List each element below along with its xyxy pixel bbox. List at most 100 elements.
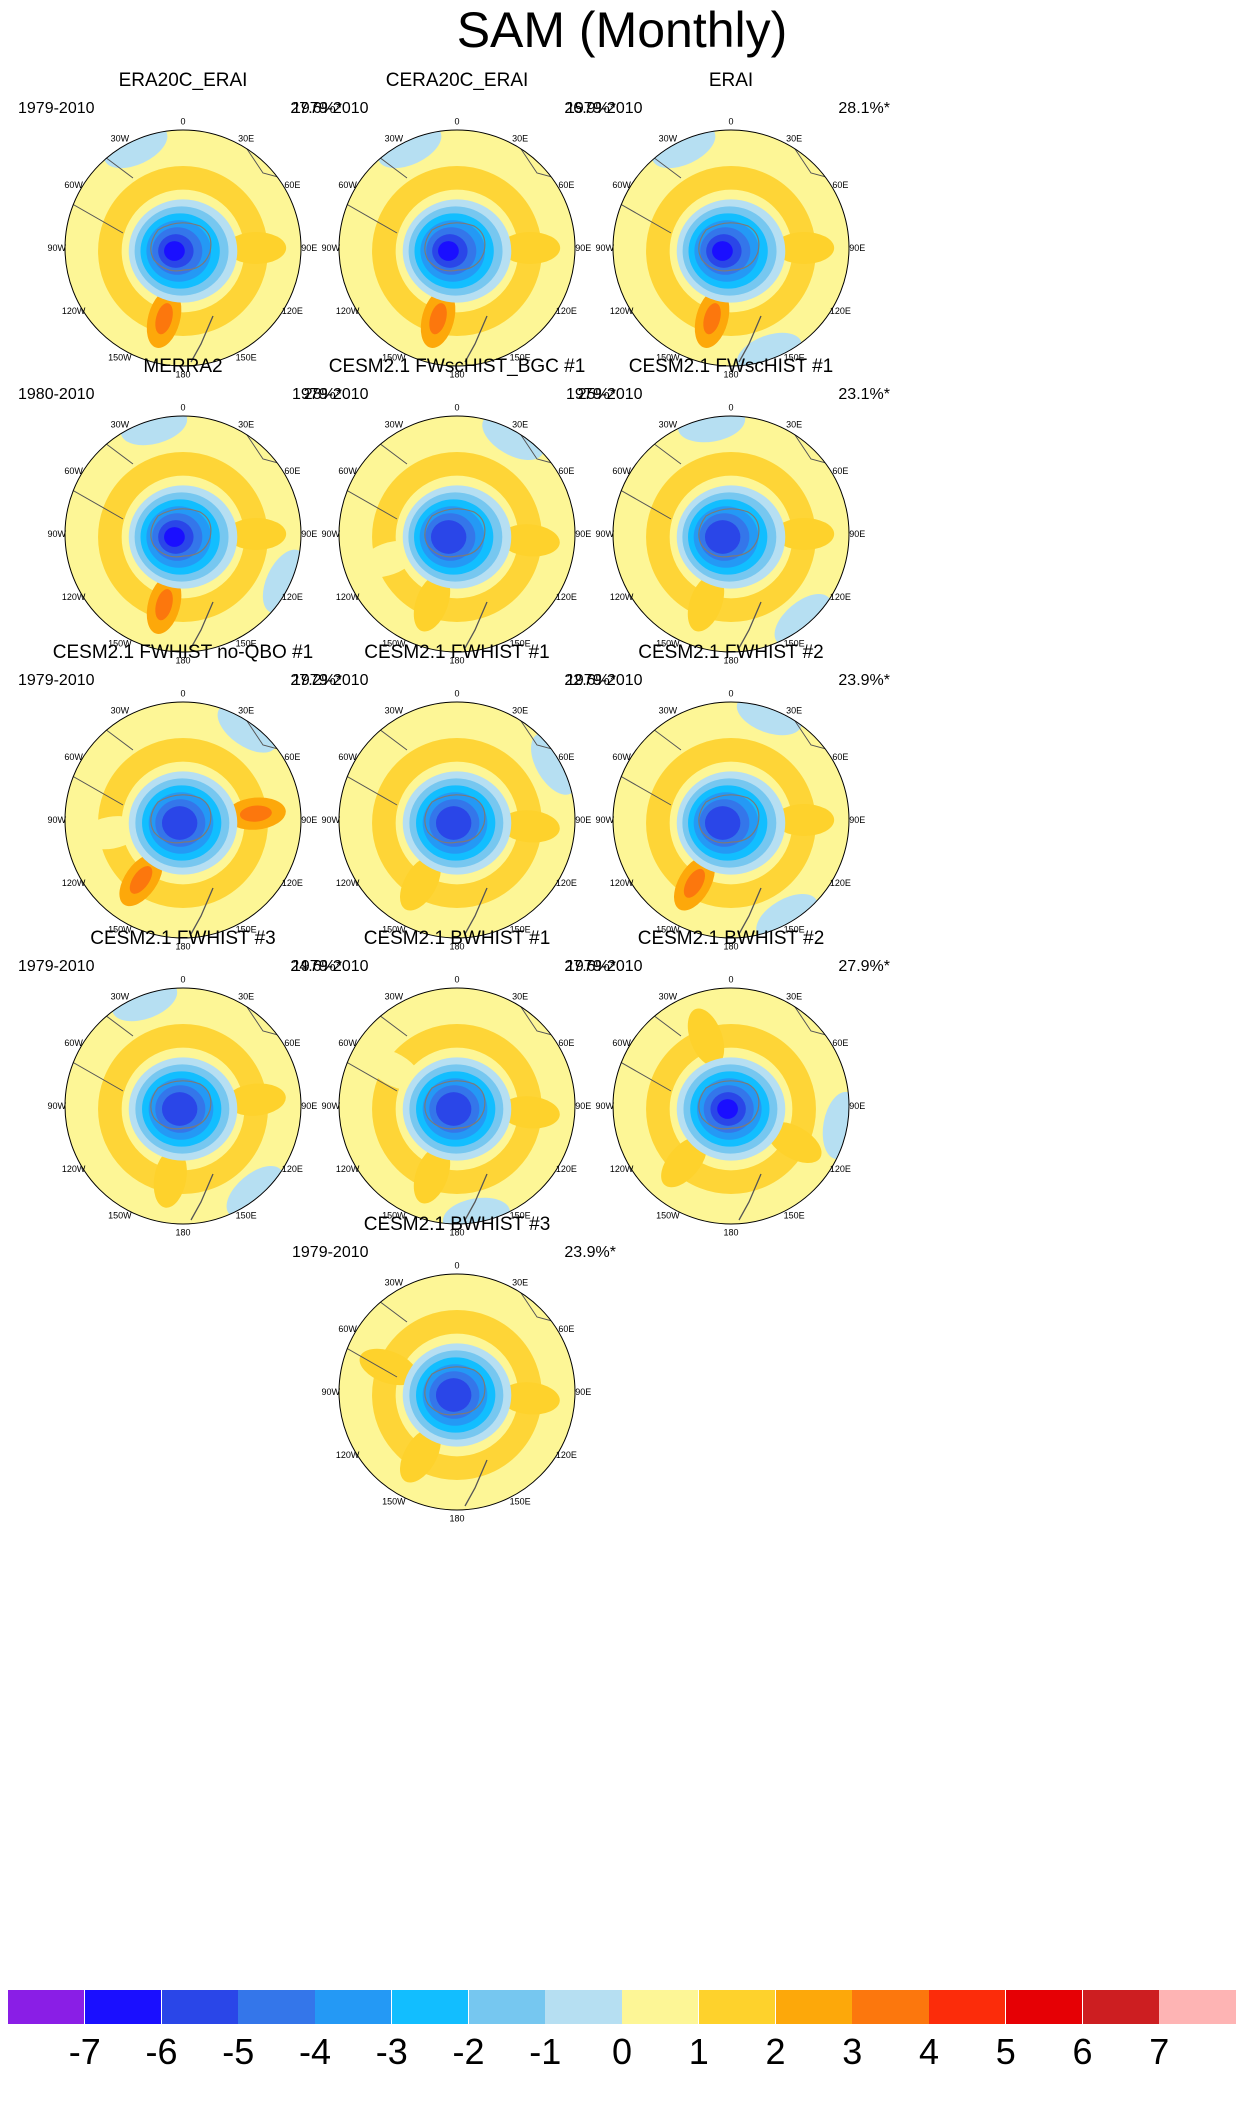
longitude-label: 90E [575,815,591,825]
colorbar-swatch [1082,1990,1160,2024]
positive-lobe [499,1096,560,1129]
longitude-label: 30W [659,706,678,716]
longitude-label: 150W [656,924,680,934]
longitude-label: 90W [321,815,340,825]
new-zealand-coast [464,887,488,935]
longitude-label: 60E [558,752,574,762]
map-boundary [64,987,302,1225]
longitude-label: 60W [612,1038,631,1048]
map-panel: CESM2.1 FWscHIST_BGC #1 1979-2010 25%* 0 30E… [274,356,640,736]
negative-band [435,1378,472,1412]
panel-variance: 27.9%* [838,958,890,975]
longitude-label: 0 [728,403,733,413]
panel-title: CESM2.1 FWscHIST_BGC #1 [328,356,586,377]
negative-patch [677,416,746,443]
negative-band [717,1099,738,1119]
panel-title: CERA20C_ERAI [385,70,529,91]
new-zealand-coast [464,1173,488,1221]
antarctica-coast [698,794,760,844]
longitude-label: 120E [556,878,577,888]
longitude-label: 60E [558,1324,574,1334]
colorbar-swatch [775,1990,853,2024]
negative-band [430,520,467,554]
positive-lobe [774,804,835,836]
new-zealand-coast [738,601,762,649]
positive-core [155,589,173,621]
longitude-label: 90W [595,529,614,539]
longitude-label: 120W [610,1164,634,1174]
panel-variance: 28.1%* [838,100,890,117]
colorbar-swatch [8,1990,86,2024]
longitude-label: 180 [723,1227,738,1237]
map-boundary [64,415,302,653]
panel-period: 1979-2010 [566,100,643,117]
longitude-label: 90E [301,243,317,253]
map-boundary [338,701,576,939]
longitude-label: 120W [336,1164,360,1174]
longitude-label: 180 [175,655,190,665]
panel-period: 1979-2010 [18,672,95,689]
map-boundary [64,701,302,939]
panel-period: 1979-2010 [18,100,95,117]
longitude-label: 60W [64,466,83,476]
longitude-label: 60E [284,180,300,190]
longitude-label: 180 [449,1513,464,1523]
longitude-label: 30W [385,134,404,144]
panel-variance: 27.6%* [564,958,616,975]
longitude-label: 90W [321,1101,340,1111]
polar-map: 0 30E 60E 90E 120E 150E 180 150W 120W 90W 60W 30W [595,689,865,952]
longitude-label: 150W [108,924,132,934]
positive-core [239,805,272,822]
longitude-label: 0 [180,403,185,413]
new-zealand-coast [738,887,762,935]
longitude-label: 90E [301,529,317,539]
positive-lobe [767,1122,822,1164]
panel-period: 1979-2010 [292,672,369,689]
longitude-label: 90E [575,529,591,539]
longitude-label: 150W [382,1496,406,1506]
longitude-label: 150E [784,638,805,648]
panel-variance: 24.6%* [290,958,342,975]
positive-lobe [500,232,561,264]
map-panel: CESM2.1 FWHIST #2 1979-2010 23.9%* 0 30E 60E 9… [548,642,914,1022]
longitude-label: 120W [610,592,634,602]
panel-title: CESM2.1 FWHIST #1 [364,642,550,663]
longitude-label: 150E [236,352,257,362]
polar-map: 0 30E 60E 90E 120E 150E 180 150W 120W 90W 60W 30W [321,403,591,666]
panel-title: CESM2.1 FWHIST #3 [90,928,276,949]
panel-period: 1979-2010 [566,672,643,689]
polar-map: 0 30E 60E 90E 120E 150E 180 150W 120W 90W 60W 30W [47,117,317,380]
new-zealand-coast [738,1173,762,1221]
colorbar-swatch [929,1990,1007,2024]
new-zealand-coast [190,1173,214,1221]
longitude-label: 0 [454,117,459,127]
longitude-label: 90E [849,1101,865,1111]
longitude-label: 30E [238,134,254,144]
panel-title: ERA20C_ERAI [118,70,248,91]
map-panel: CESM2.1 BWHIST #3 1979-2010 23.9%* 0 30E 60E 9… [274,1214,640,1594]
longitude-label: 30E [786,706,802,716]
longitude-label: 90W [47,243,66,253]
new-zealand-coast [464,1459,488,1507]
panel-variance: 23.1%* [838,386,890,403]
longitude-label: 150E [784,924,805,934]
polar-map: 0 30E 60E 90E 120E 150E 180 150W 120W 90W 60W 30W [321,117,591,380]
longitude-label: 30W [111,134,130,144]
longitude-label: 120E [556,592,577,602]
longitude-label: 60W [612,466,631,476]
longitude-label: 60E [284,1038,300,1048]
panel-period: 1979-2010 [18,958,95,975]
map-boundary [338,129,576,367]
longitude-label: 30E [786,420,802,430]
negative-patch [226,1166,284,1218]
longitude-label: 30E [786,992,802,1002]
negative-band [435,1092,472,1126]
longitude-label: 30E [238,992,254,1002]
panel-title: MERRA2 [143,356,223,377]
longitude-label: 60E [558,1038,574,1048]
antarctica-coast [424,794,486,844]
longitude-label: 60W [338,1038,357,1048]
longitude-label: 60W [64,752,83,762]
negative-band [704,806,741,840]
figure-title: SAM (Monthly) [456,2,788,58]
